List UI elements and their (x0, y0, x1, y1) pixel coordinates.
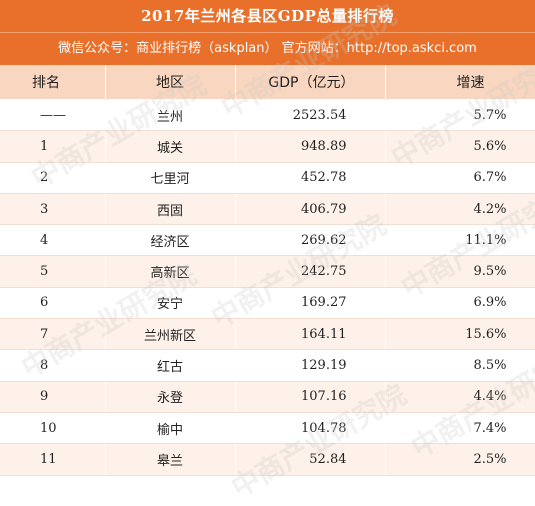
page-subtitle: 微信公众号：商业排行榜（askplan） 官方网站：http://top.ask… (0, 32, 535, 65)
table-row: 1 城关 948.89 5.6% (0, 130, 535, 163)
region-cell: 皋兰 (105, 443, 236, 476)
table-header-row: 排名 地区 GDP（亿元） 增速 (0, 65, 535, 100)
region-cell: 城关 (105, 130, 236, 163)
table-row: 10 榆中 104.78 7.4% (0, 412, 535, 445)
page-title: 2017年兰州各县区GDP总量排行榜 (0, 0, 535, 32)
rank-cell: 8 (0, 349, 106, 382)
rank-cell: —— (0, 99, 106, 132)
growth-cell: 4.2% (385, 193, 535, 226)
gdp-table: 排名 地区 GDP（亿元） 增速 —— 兰州 2523.54 5.7% 1 城关 948.8… (0, 65, 535, 476)
column-header-growth: 增速 (385, 65, 535, 100)
growth-cell: 7.4% (385, 412, 535, 445)
gdp-cell: 242.75 (235, 255, 386, 288)
region-cell: 西固 (105, 193, 236, 226)
table-row: 7 兰州新区 164.11 15.6% (0, 318, 535, 351)
gdp-cell: 52.84 (235, 443, 386, 476)
gdp-cell: 406.79 (235, 193, 386, 226)
rank-cell: 1 (0, 130, 106, 163)
gdp-cell: 948.89 (235, 130, 386, 163)
region-cell: 七里河 (105, 162, 236, 194)
gdp-cell: 107.16 (235, 381, 386, 413)
growth-cell: 5.7% (385, 99, 535, 132)
gdp-cell: 164.11 (235, 318, 386, 351)
rank-cell: 2 (0, 162, 106, 194)
region-cell: 兰州新区 (105, 318, 236, 351)
gdp-cell: 129.19 (235, 349, 386, 382)
region-cell: 经济区 (105, 224, 236, 257)
table-row: 3 西固 406.79 4.2% (0, 193, 535, 226)
rank-cell: 9 (0, 381, 106, 413)
table-row: 5 高新区 242.75 9.5% (0, 255, 535, 288)
gdp-cell: 104.78 (235, 412, 386, 445)
table-row: 4 经济区 269.62 11.1% (0, 224, 535, 257)
table-row: 6 安宁 169.27 6.9% (0, 287, 535, 320)
column-header-gdp: GDP（亿元） (235, 65, 386, 100)
region-cell: 永登 (105, 381, 236, 413)
growth-cell: 9.5% (385, 255, 535, 288)
region-cell: 榆中 (105, 412, 236, 445)
region-cell: 兰州 (105, 99, 236, 132)
gdp-cell: 169.27 (235, 287, 386, 320)
growth-cell: 6.7% (385, 162, 535, 194)
gdp-cell: 2523.54 (235, 99, 386, 132)
column-header-region: 地区 (105, 65, 236, 100)
table-row: 11 皋兰 52.84 2.5% (0, 443, 535, 476)
growth-cell: 4.4% (385, 381, 535, 413)
growth-cell: 6.9% (385, 287, 535, 320)
growth-cell: 2.5% (385, 443, 535, 476)
table-row: 2 七里河 452.78 6.7% (0, 162, 535, 194)
rank-cell: 11 (0, 443, 106, 476)
gdp-cell: 269.62 (235, 224, 386, 257)
rank-cell: 4 (0, 224, 106, 257)
growth-cell: 11.1% (385, 224, 535, 257)
rank-cell: 6 (0, 287, 106, 320)
table-row: 8 红古 129.19 8.5% (0, 349, 535, 382)
column-header-rank: 排名 (0, 65, 106, 100)
rank-cell: 3 (0, 193, 106, 226)
table-row: —— 兰州 2523.54 5.7% (0, 99, 535, 132)
gdp-cell: 452.78 (235, 162, 386, 194)
region-cell: 红古 (105, 349, 236, 382)
growth-cell: 5.6% (385, 130, 535, 163)
region-cell: 高新区 (105, 255, 236, 288)
region-cell: 安宁 (105, 287, 236, 320)
rank-cell: 10 (0, 412, 106, 445)
growth-cell: 8.5% (385, 349, 535, 382)
growth-cell: 15.6% (385, 318, 535, 351)
rank-cell: 5 (0, 255, 106, 288)
rank-cell: 7 (0, 318, 106, 351)
table-row: 9 永登 107.16 4.4% (0, 381, 535, 413)
